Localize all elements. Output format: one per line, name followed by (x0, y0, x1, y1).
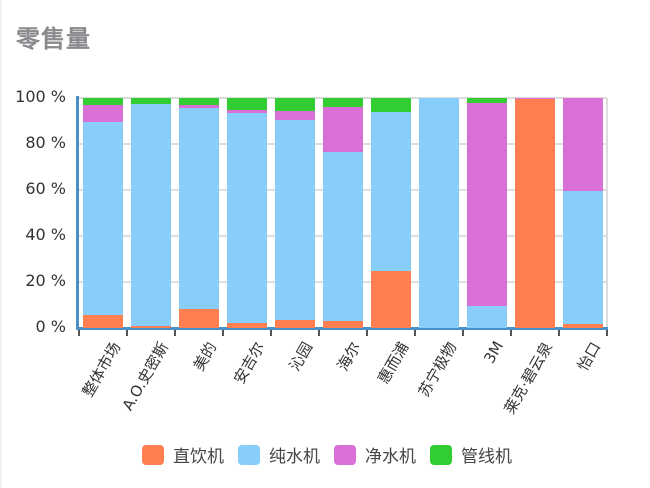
legend-label: 管线机 (461, 447, 512, 467)
y-tick-label: 40 % (25, 225, 66, 244)
x-tick-mark (462, 330, 464, 336)
x-tick-mark (366, 330, 368, 336)
x-tick-label: 沁园 (285, 339, 317, 374)
x-tick-label: 苏宁极物 (414, 339, 461, 400)
bar-segment[interactable] (323, 98, 363, 108)
x-tick-label: 整体市场 (78, 339, 125, 400)
legend-item[interactable]: 直饮机 (142, 442, 224, 467)
bar-segment[interactable] (371, 98, 411, 112)
bar-segment[interactable] (275, 119, 315, 320)
y-tick-label: 20 % (25, 271, 66, 290)
legend-label: 直饮机 (173, 447, 224, 467)
bar-segment[interactable] (83, 121, 123, 315)
bar-segment[interactable] (179, 104, 219, 109)
legend-swatch-icon (430, 444, 452, 465)
x-tick-mark (78, 330, 80, 336)
bar-segment[interactable] (563, 323, 603, 328)
x-tick-label: 莱克·碧云泉 (500, 339, 557, 418)
x-tick-mark (558, 330, 560, 336)
y-tick-label: 60 % (25, 179, 66, 198)
bar-stack[interactable] (83, 98, 123, 328)
bar-stack[interactable] (323, 98, 363, 328)
legend-swatch-icon (334, 444, 356, 465)
x-tick-label: 怡口 (573, 339, 605, 374)
bar-segment[interactable] (323, 107, 363, 153)
bar-stack[interactable] (371, 98, 411, 328)
legend-label: 纯水机 (269, 447, 320, 467)
y-tick-label: 80 % (25, 133, 66, 152)
plot-area (76, 96, 608, 336)
bar-segment[interactable] (323, 152, 363, 322)
legend-swatch-icon (238, 444, 260, 465)
bar-stack[interactable] (179, 98, 219, 328)
x-tick-label: 3M (479, 338, 507, 367)
bar-segment[interactable] (467, 98, 507, 104)
bar-segment[interactable] (179, 308, 219, 328)
bar-segment[interactable] (275, 98, 315, 111)
bar-stack[interactable] (419, 98, 459, 328)
bar-segment[interactable] (371, 111, 411, 271)
y-axis-line (76, 96, 79, 330)
bar-segment[interactable] (83, 98, 123, 105)
bar-stack[interactable] (515, 98, 555, 328)
bar-segment[interactable] (179, 108, 219, 309)
bar-stack[interactable] (275, 98, 315, 328)
legend-item[interactable]: 净水机 (334, 442, 416, 467)
x-tick-mark (606, 330, 608, 336)
gridline (79, 97, 607, 99)
x-tick-label: 惠而浦 (374, 339, 413, 387)
bar-segment[interactable] (227, 112, 267, 324)
x-tick-mark (174, 330, 176, 336)
x-tick-mark (414, 330, 416, 336)
bar-segment[interactable] (515, 98, 555, 100)
legend-item[interactable]: 纯水机 (238, 442, 320, 467)
bar-segment[interactable] (419, 98, 459, 328)
bar-segment[interactable] (131, 103, 171, 326)
x-tick-mark (126, 330, 128, 336)
x-tick-mark (270, 330, 272, 336)
bar-segment[interactable] (275, 110, 315, 120)
x-tick-mark (222, 330, 224, 336)
legend-label: 净水机 (365, 447, 416, 467)
plot-right-border (606, 98, 608, 328)
x-tick-mark (318, 330, 320, 336)
x-tick-mark (510, 330, 512, 336)
bar-stack[interactable] (467, 98, 507, 328)
bar-segment[interactable] (563, 190, 603, 324)
bar-segment[interactable] (227, 110, 267, 113)
y-tick-label: 100 % (15, 87, 66, 106)
bar-segment[interactable] (467, 305, 507, 328)
bar-segment[interactable] (131, 325, 171, 328)
bar-segment[interactable] (563, 98, 603, 191)
bar-stack[interactable] (563, 98, 603, 328)
bar-segment[interactable] (179, 98, 219, 105)
chart-title: 零售量 (16, 25, 91, 53)
x-axis-line (76, 327, 608, 330)
legend-item[interactable]: 管线机 (430, 442, 512, 467)
x-tick-label: A.O.史密斯 (118, 339, 173, 414)
x-tick-label: 海尔 (333, 339, 365, 374)
bar-segment[interactable] (131, 98, 171, 104)
bar-segment[interactable] (227, 98, 267, 111)
x-tick-label: 安吉尔 (230, 339, 269, 387)
bar-segment[interactable] (275, 319, 315, 328)
bar-segment[interactable] (467, 103, 507, 306)
legend: 直饮机 纯水机 净水机 管线机 (2, 442, 650, 467)
x-tick-label: 美的 (189, 339, 221, 374)
bar-segment[interactable] (83, 314, 123, 328)
legend-swatch-icon (142, 444, 164, 465)
bar-stack[interactable] (131, 98, 171, 328)
bar-segment[interactable] (83, 104, 123, 122)
bar-segment[interactable] (227, 323, 267, 328)
bar-segment[interactable] (371, 270, 411, 328)
bar-stack[interactable] (227, 98, 267, 328)
y-tick-label: 0 % (35, 317, 66, 336)
bar-segment[interactable] (515, 99, 555, 328)
bar-segment[interactable] (323, 321, 363, 328)
